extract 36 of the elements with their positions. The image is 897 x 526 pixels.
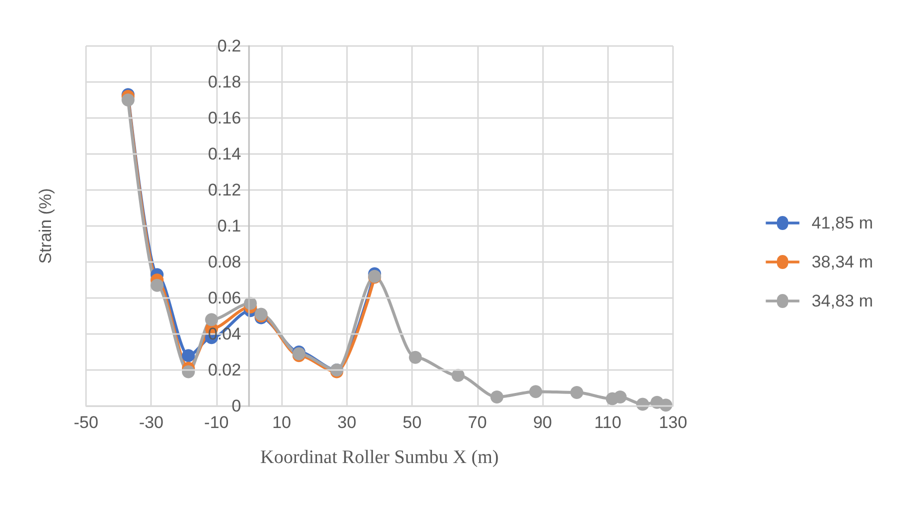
legend-label: 38,34 m <box>812 252 874 272</box>
point <box>150 278 164 292</box>
y-tick-label: 0.06 <box>208 288 242 308</box>
y-tick-label: 0.1 <box>217 216 242 236</box>
x-tick-label: -10 <box>204 413 229 432</box>
x-tick-label: 30 <box>337 413 356 432</box>
y-tick-label: 0.02 <box>208 360 242 380</box>
y-tick-label: 0.16 <box>208 108 242 128</box>
y-tick-label: 0.14 <box>208 144 242 164</box>
x-tick-label: 10 <box>272 413 292 432</box>
point <box>205 313 218 326</box>
x-tick-label: 130 <box>658 413 688 432</box>
legend-label: 41,85 m <box>812 214 874 232</box>
x-tick-label: 70 <box>468 413 487 432</box>
x-tick-label: 110 <box>594 413 622 432</box>
point <box>490 390 504 404</box>
point <box>122 94 135 106</box>
x-axis-title: Koordinat Roller Sumbu X (m) <box>260 447 499 468</box>
y-tick-label: 0.04 <box>208 324 242 344</box>
y-tick-label: 0.12 <box>208 180 242 200</box>
point <box>452 368 465 382</box>
y-axis-title: Strain (%) <box>36 188 56 264</box>
x-tick-label: 50 <box>402 413 422 432</box>
point <box>408 350 422 364</box>
y-tick-label: 0.18 <box>208 72 242 92</box>
point <box>570 386 584 399</box>
point <box>614 390 627 404</box>
x-tick-label: -50 <box>74 413 98 432</box>
y-tick-label: 0.2 <box>217 36 242 56</box>
point <box>529 385 542 398</box>
y-tick-label: 0 <box>232 396 242 416</box>
point <box>182 349 195 362</box>
legend-label: 34,83 m <box>812 292 874 310</box>
x-tick-label: -30 <box>138 413 164 432</box>
x-tick-label: 90 <box>533 413 552 432</box>
y-tick-label: 0.08 <box>208 252 242 272</box>
